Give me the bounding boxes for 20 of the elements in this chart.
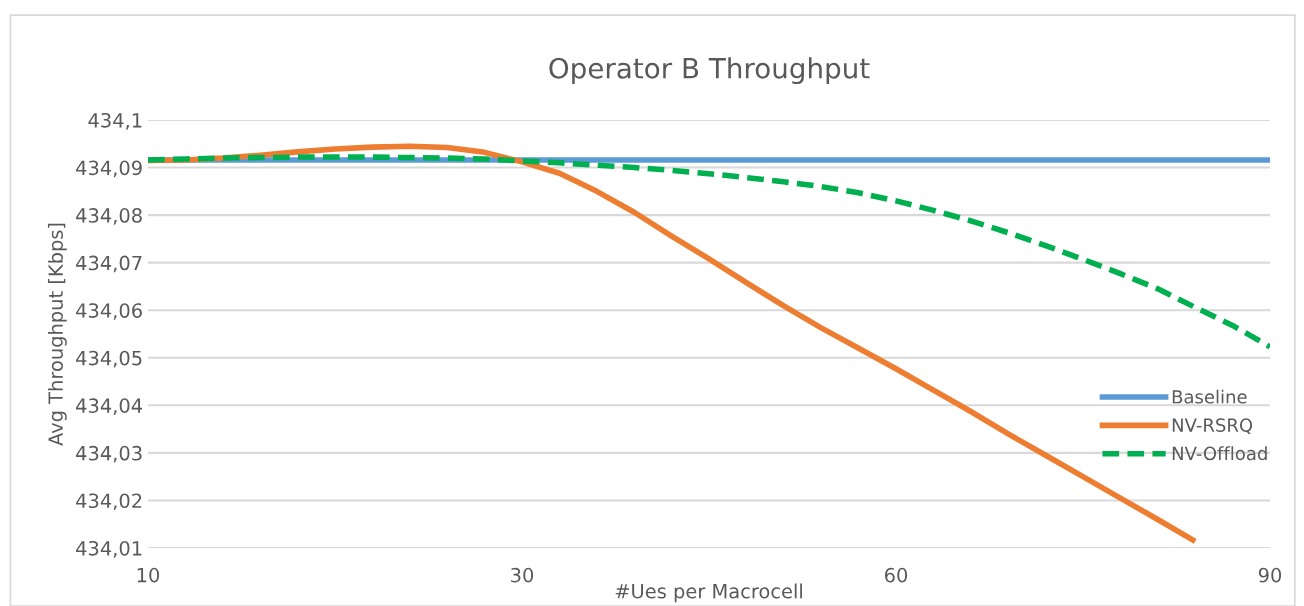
y-tick-label: 434,09 — [76, 160, 142, 178]
y-tick-label: 434,05 — [76, 350, 142, 368]
chart-title: Operator B Throughput — [549, 57, 870, 85]
y-axis-title: Avg Throughput [Kbps] — [47, 223, 67, 446]
legend-label: NV-Offload — [1172, 446, 1267, 461]
y-tick-label: 434,06 — [76, 303, 142, 320]
x-tick-label: 90 — [1258, 567, 1282, 583]
x-axis-title: #Ues per Macrocell — [615, 583, 802, 603]
x-tick-label: 30 — [511, 567, 534, 583]
legend-label: Baseline — [1172, 389, 1247, 404]
y-tick-label: 434,1 — [88, 112, 142, 130]
y-tick-label: 434,01 — [76, 540, 142, 558]
y-tick-label: 434,08 — [76, 208, 142, 225]
x-tick-label: 10 — [137, 567, 160, 583]
y-tick-label: 434,04 — [76, 398, 143, 415]
y-tick-label: 434,03 — [76, 445, 142, 463]
y-tick-label: 434,02 — [76, 493, 142, 511]
legend-label: NV-RSRQ — [1172, 418, 1253, 434]
x-tick-label: 60 — [884, 567, 908, 583]
y-tick-label: 434,07 — [76, 255, 142, 273]
